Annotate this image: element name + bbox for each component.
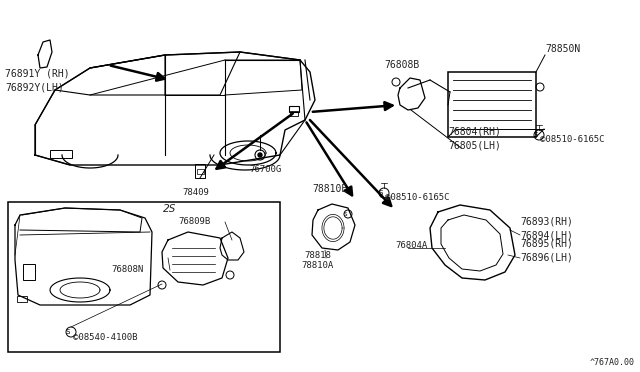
Bar (23, 264, 35, 280)
Text: ©08510-6165C: ©08510-6165C (540, 135, 605, 144)
Text: 76808B: 76808B (385, 60, 420, 70)
Text: 78810A: 78810A (302, 261, 334, 270)
Text: 78850N: 78850N (545, 44, 580, 54)
Text: ^767A0.00: ^767A0.00 (590, 358, 635, 367)
Bar (195, 164, 205, 178)
Text: 76808N: 76808N (111, 265, 143, 274)
Text: 76804A: 76804A (395, 241, 428, 250)
Bar (8, 202, 280, 352)
Bar (17, 296, 27, 302)
Bar (50, 150, 72, 158)
Text: 78409: 78409 (182, 188, 209, 197)
Text: 76895(RH)
76896(LH): 76895(RH) 76896(LH) (520, 238, 573, 262)
Text: 76809B: 76809B (178, 217, 211, 226)
Bar (448, 72, 536, 137)
Text: S: S (379, 190, 383, 196)
Text: S: S (66, 329, 70, 335)
Text: 76893(RH)
76894(LH): 76893(RH) 76894(LH) (520, 216, 573, 240)
Text: 76700G: 76700G (249, 165, 281, 174)
Text: 78818: 78818 (305, 251, 332, 260)
Bar (290, 111, 298, 116)
Text: S: S (534, 132, 538, 138)
Text: 76891Y (RH)
76892Y(LH): 76891Y (RH) 76892Y(LH) (5, 68, 70, 92)
Text: 76804(RH)
76805(LH): 76804(RH) 76805(LH) (448, 126, 501, 150)
Bar (197, 169, 204, 174)
Bar (289, 106, 299, 112)
Text: ©08510-6165C: ©08510-6165C (385, 193, 449, 202)
Text: S: S (343, 212, 347, 217)
Text: 78810E: 78810E (312, 184, 348, 194)
Text: 2S: 2S (163, 204, 177, 214)
Text: ©08540-4100B: ©08540-4100B (73, 333, 138, 342)
Circle shape (258, 153, 262, 157)
